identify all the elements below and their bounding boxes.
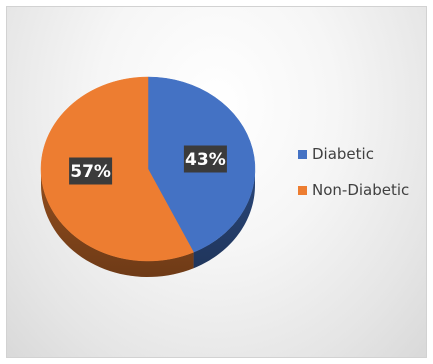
data-label-text: 57%: [70, 162, 111, 182]
legend-label: Non-Diabetic: [312, 181, 409, 199]
pie-plot: 43% 57%: [40, 76, 256, 277]
legend-swatch: [298, 150, 307, 159]
data-label-text: 43%: [185, 150, 226, 170]
data-label-box: [183, 145, 227, 173]
pie-chart: 43% 57% Diabetic Non-Diabetic: [40, 76, 409, 277]
data-label-box: [69, 157, 113, 185]
legend-label: Diabetic: [312, 145, 374, 163]
pie-slice-side-shade-non-diabetic: [41, 169, 194, 277]
legend: Diabetic Non-Diabetic: [298, 145, 409, 199]
legend-item-non-diabetic: Non-Diabetic: [298, 181, 409, 199]
data-label-0: 43%: [183, 145, 227, 173]
legend-item-diabetic: Diabetic: [298, 145, 374, 163]
pie-slice-non-diabetic: [40, 76, 194, 262]
data-label-1: 57%: [69, 157, 113, 185]
chart-area: 43% 57% Diabetic Non-Diabetic: [6, 6, 427, 358]
pie-slice-side-shade-diabetic: [193, 169, 255, 269]
legend-swatch: [298, 186, 307, 195]
